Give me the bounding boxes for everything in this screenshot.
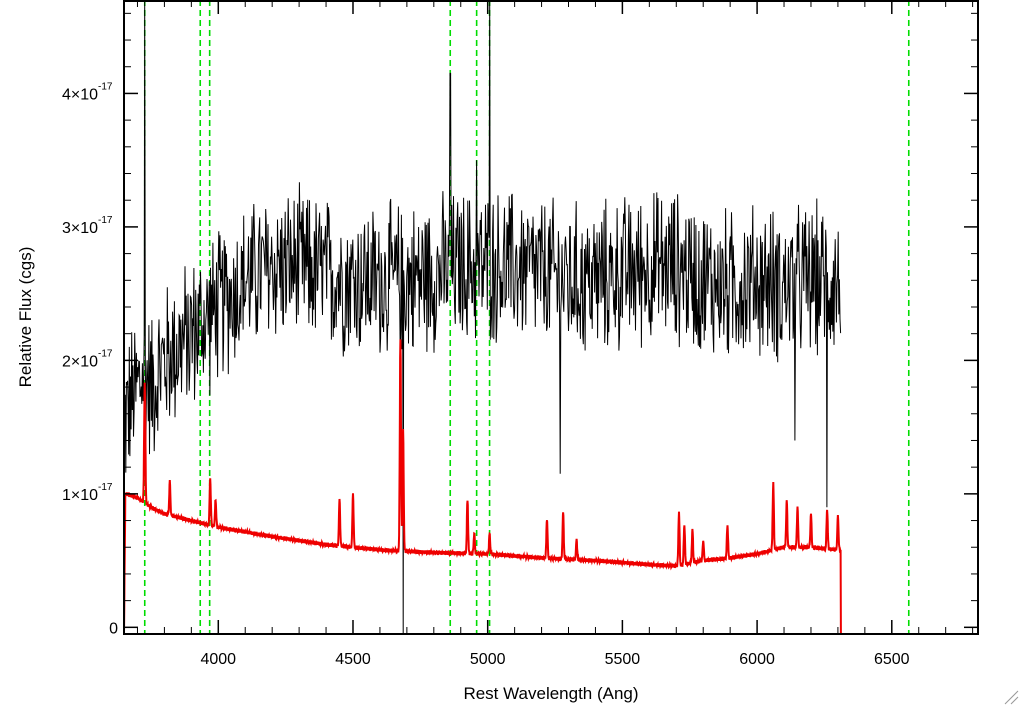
- resize-grip-icon: [1004, 690, 1019, 705]
- observed-spectrum-line: [124, 0, 842, 634]
- y-tick-label: 2×10: [62, 353, 98, 370]
- y-tick-label: 3×10: [62, 220, 98, 237]
- x-tick-label: 6000: [739, 651, 775, 668]
- y-tick-label: 0: [109, 620, 118, 637]
- x-tick-label: 5500: [605, 651, 641, 668]
- x-tick-label: 4500: [335, 651, 371, 668]
- y-tick-exponent: -17: [98, 81, 113, 92]
- x-tick-label: 5000: [470, 651, 506, 668]
- model-spectrum-line: [124, 339, 978, 634]
- y-axis-title: Relative Flux (cgs): [16, 247, 35, 388]
- y-tick-exponent: -17: [98, 482, 113, 493]
- spectrum-series: [124, 0, 978, 634]
- y-tick-exponent: -17: [98, 348, 113, 359]
- x-axis-title: Rest Wavelength (Ang): [463, 684, 638, 703]
- y-tick-label: 1×10: [62, 487, 98, 504]
- y-tick-label: 4×10: [62, 86, 98, 103]
- x-tick-label: 4000: [200, 651, 236, 668]
- plot-frame: [123, 0, 979, 635]
- y-tick-exponent: -17: [98, 215, 113, 226]
- x-tick-label: 6500: [874, 651, 910, 668]
